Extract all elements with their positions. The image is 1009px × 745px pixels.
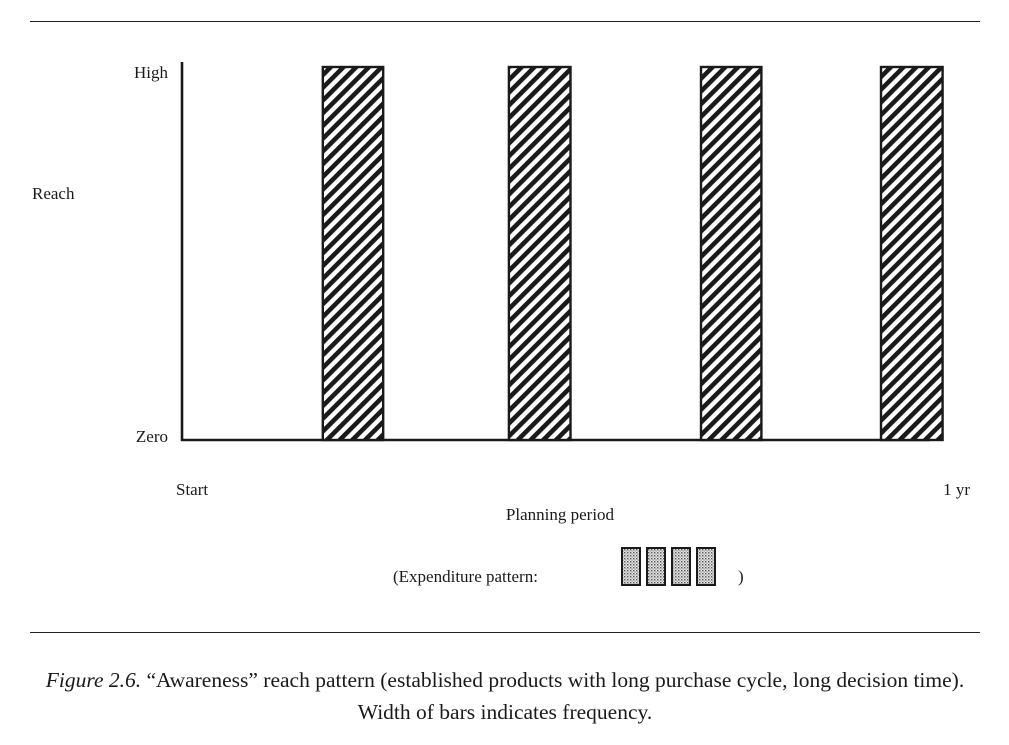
expenditure-pattern-blocks	[621, 547, 716, 586]
y-tick-label-high: High	[134, 63, 169, 82]
figure-number: Figure 2.6.	[45, 668, 142, 692]
expenditure-pattern-close: )	[738, 567, 744, 586]
bottom-rule	[30, 632, 980, 633]
x-tick-label-start: Start	[176, 480, 208, 499]
expenditure-block-1	[621, 547, 641, 586]
bars	[321, 65, 944, 442]
expenditure-block-3	[671, 547, 691, 586]
expenditure-block-4	[696, 547, 716, 586]
y-tick-label-zero: Zero	[136, 427, 168, 446]
bar-2	[507, 65, 572, 442]
bar-1	[321, 65, 385, 442]
bar-3	[699, 65, 763, 442]
figure-caption: Figure 2.6. “Awareness” reach pattern (e…	[40, 664, 970, 728]
top-rule	[30, 21, 980, 22]
x-axis-label: Planning period	[506, 505, 615, 524]
x-tick-label-end: 1 yr	[943, 480, 970, 499]
y-axis-label: Reach	[32, 184, 75, 203]
expenditure-block-2	[646, 547, 666, 586]
chart: High Zero Reach Start 1 yr Planning peri…	[32, 62, 970, 586]
figure-caption-text: “Awareness” reach pattern (established p…	[141, 668, 965, 724]
expenditure-pattern-label: (Expenditure pattern:	[393, 567, 538, 586]
bar-4	[879, 65, 944, 442]
